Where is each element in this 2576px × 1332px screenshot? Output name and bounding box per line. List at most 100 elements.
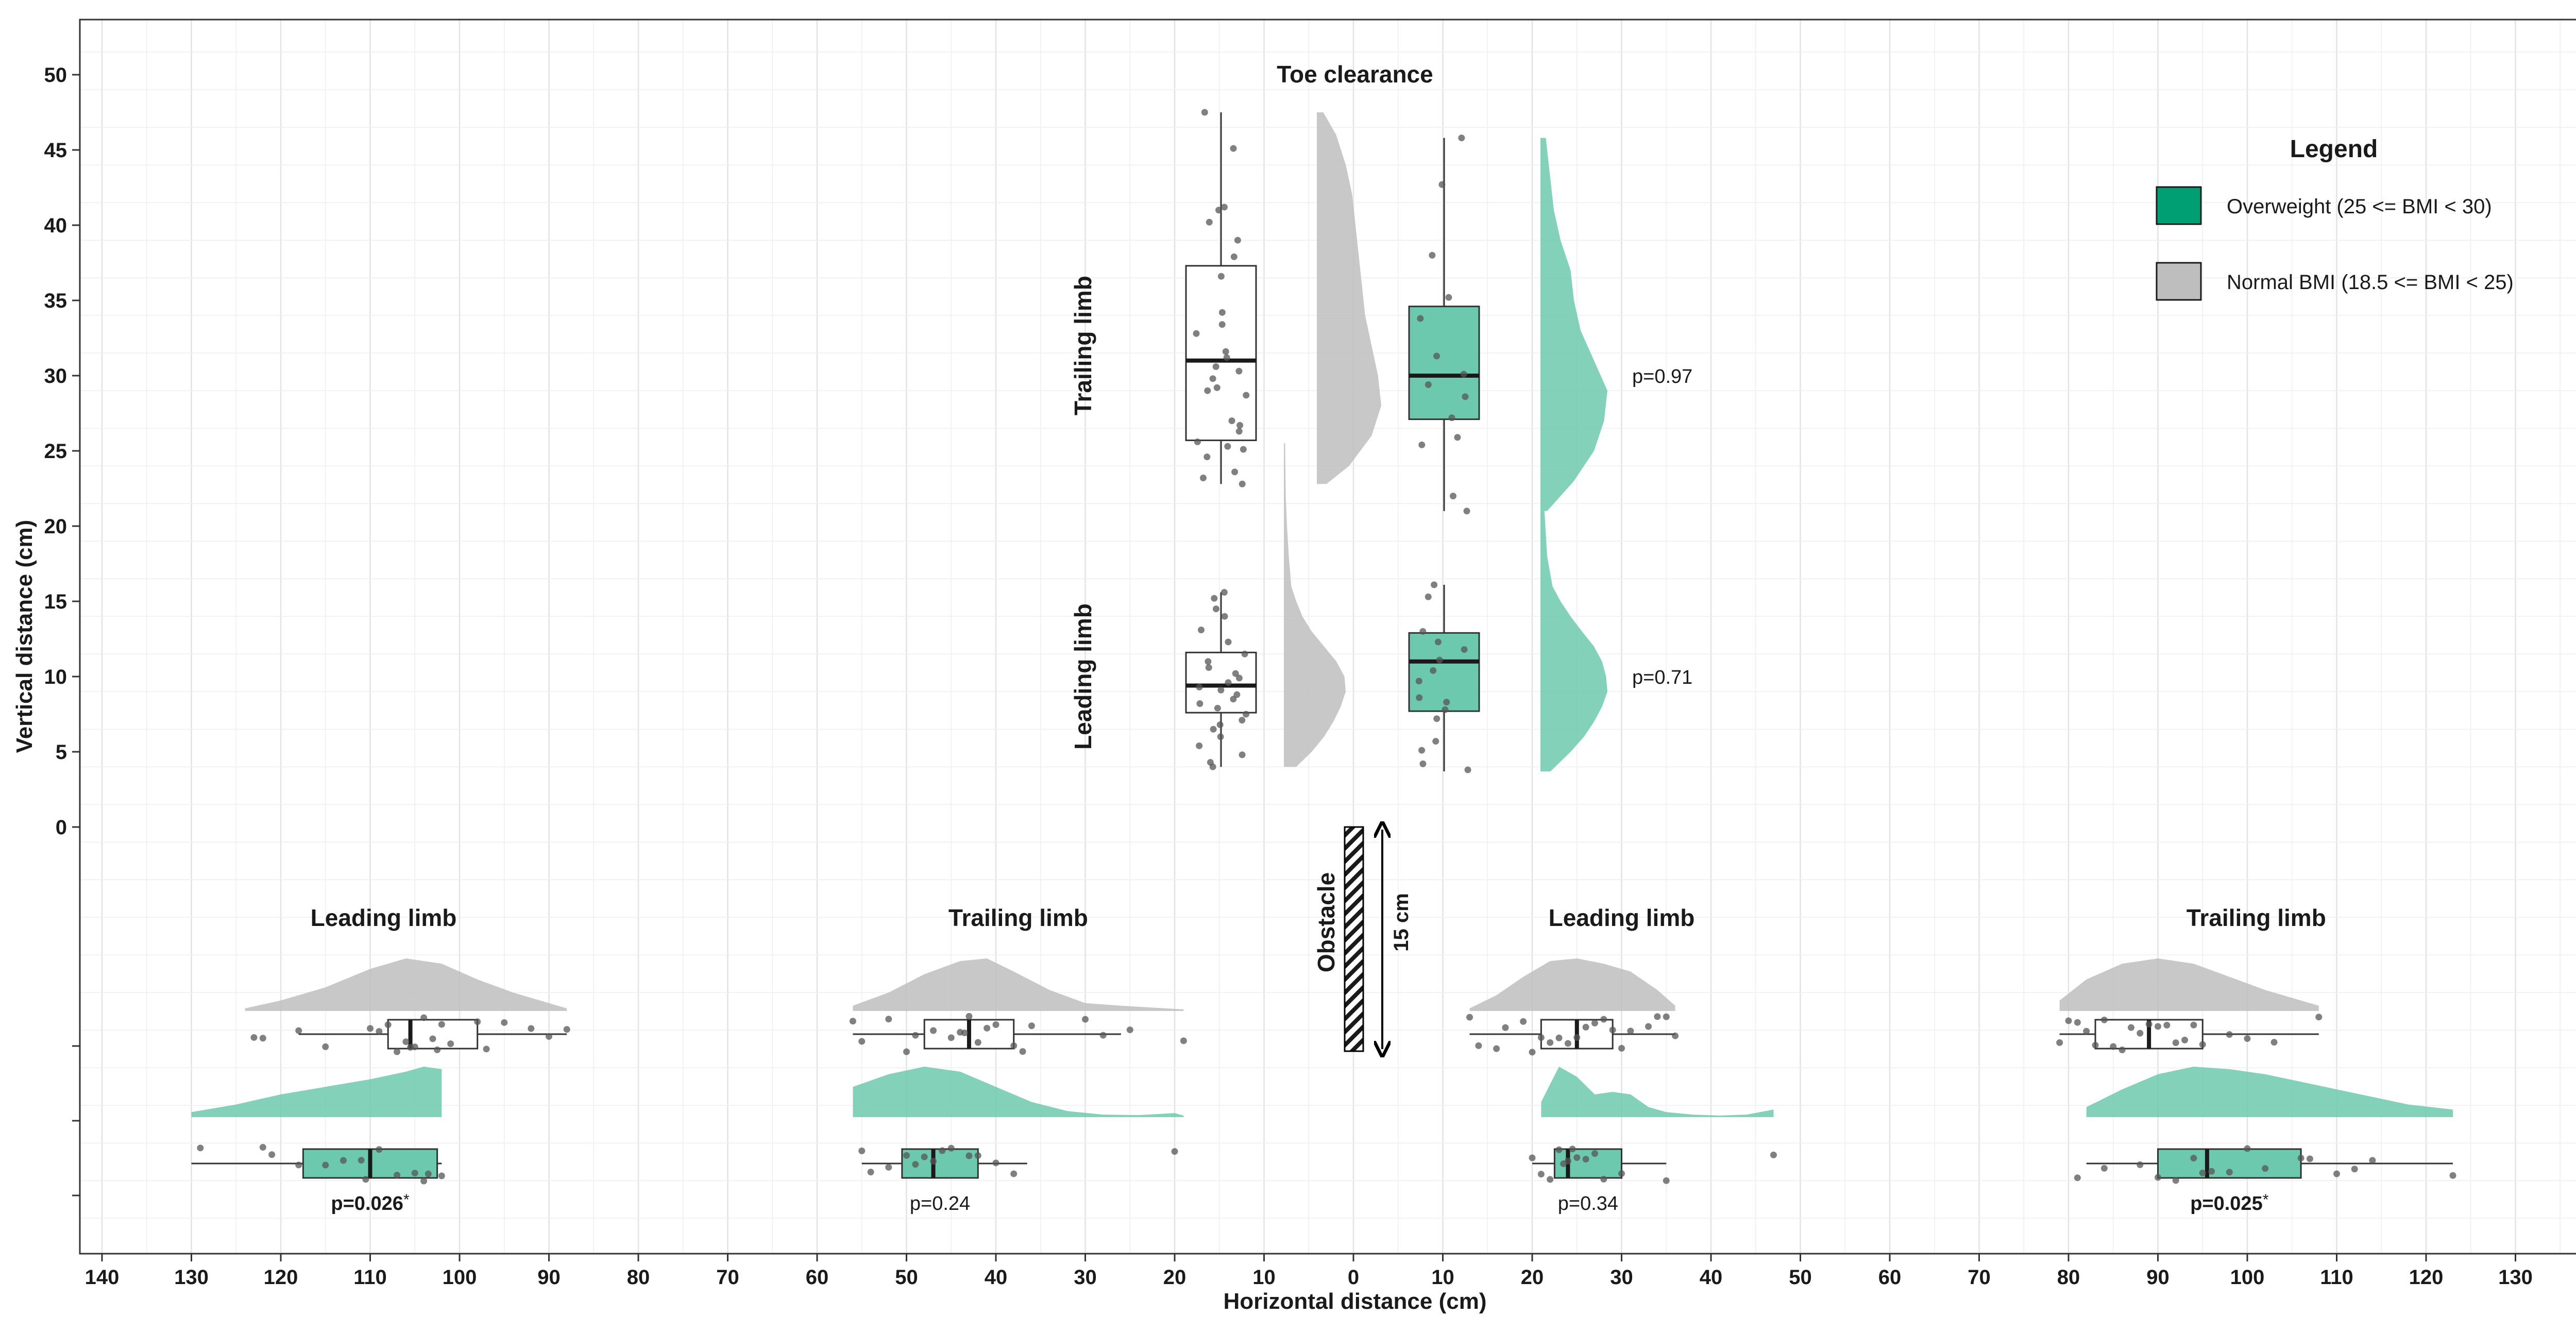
- data-point-overweight: [2155, 1174, 2161, 1181]
- x-tick-label: 100: [443, 1266, 477, 1289]
- data-point-normal: [1196, 683, 1203, 690]
- data-point-normal: [2074, 1019, 2081, 1026]
- density-cloud-normal: [1284, 443, 1346, 767]
- data-point-normal: [1209, 375, 1216, 382]
- density-cloud-normal: [1469, 958, 1675, 1011]
- data-point-normal: [1193, 330, 1200, 337]
- boxplot-normal: [387, 1019, 479, 1050]
- data-point-overweight: [1429, 251, 1436, 259]
- data-point-overweight: [322, 1161, 329, 1169]
- x-tick-label: 140: [85, 1266, 120, 1289]
- data-point-overweight: [1582, 1156, 1589, 1163]
- data-point-normal: [1218, 321, 1226, 328]
- data-point-normal: [1221, 204, 1228, 211]
- data-point-normal: [1180, 1037, 1187, 1044]
- data-point-overweight: [1537, 1171, 1545, 1178]
- x-tick-label: 10: [1252, 1266, 1276, 1289]
- data-point-normal: [912, 1032, 919, 1039]
- data-point-normal: [2065, 1017, 2072, 1024]
- data-point-normal: [885, 1016, 892, 1023]
- data-point-normal: [1230, 253, 1238, 260]
- data-point-normal: [1223, 354, 1230, 361]
- data-point-overweight: [1418, 747, 1426, 754]
- data-point-overweight: [992, 1159, 999, 1167]
- data-point-overweight: [394, 1171, 401, 1178]
- x-tick-label: 90: [537, 1266, 561, 1289]
- data-point-overweight: [1448, 414, 1455, 421]
- data-point-overweight: [1573, 1154, 1581, 1161]
- data-point-overweight: [1417, 315, 1424, 322]
- data-point-overweight: [1419, 628, 1427, 635]
- x-tick-label: 100: [2230, 1266, 2265, 1289]
- data-point-overweight: [1415, 678, 1422, 685]
- density-cloud-normal: [2059, 958, 2319, 1011]
- y-tick-label: 35: [44, 290, 67, 312]
- data-point-normal: [1230, 145, 1237, 152]
- data-point-overweight: [1461, 646, 1468, 653]
- data-point-overweight: [438, 1172, 445, 1179]
- data-point-normal: [1212, 605, 1219, 613]
- x-axis-label: Horizontal distance (cm): [1224, 1289, 1487, 1314]
- data-point-normal: [2315, 1014, 2323, 1021]
- data-point-normal: [1537, 1034, 1545, 1041]
- obstacle-height-label: 15 cm: [1390, 893, 1413, 951]
- data-point-normal: [1241, 650, 1248, 657]
- data-point-normal: [1235, 675, 1243, 682]
- data-point-normal: [1243, 711, 1250, 718]
- data-point-normal: [974, 1039, 981, 1046]
- vertical-panel: Trailing limb p=0.97: [1070, 109, 1692, 515]
- data-point-normal: [1196, 700, 1204, 707]
- data-point-normal: [984, 1024, 991, 1032]
- data-point-normal: [483, 1046, 490, 1053]
- data-point-normal: [1520, 1018, 1527, 1025]
- data-point-normal: [2145, 1021, 2153, 1028]
- data-point-normal: [1228, 417, 1235, 425]
- panel-title: Leading limb: [1549, 904, 1695, 931]
- data-point-normal: [1235, 367, 1243, 375]
- data-point-overweight: [912, 1161, 919, 1168]
- data-point-normal: [250, 1034, 258, 1041]
- data-point-normal: [1222, 348, 1229, 355]
- data-point-normal: [1210, 726, 1217, 733]
- data-point-overweight: [1529, 1154, 1536, 1161]
- y-tick-label: 25: [44, 440, 67, 463]
- data-point-normal: [849, 1018, 856, 1025]
- horizontal-panel: Trailing limb p=0.24: [849, 904, 1187, 1215]
- data-point-overweight: [2190, 1155, 2197, 1162]
- data-point-overweight: [2226, 1169, 2233, 1176]
- data-point-normal: [1197, 626, 1205, 633]
- data-point-normal: [1099, 1032, 1107, 1039]
- data-point-overweight: [1433, 715, 1440, 722]
- data-point-overweight: [1431, 581, 1438, 588]
- data-point-normal: [1609, 1026, 1616, 1034]
- data-point-normal: [367, 1025, 374, 1032]
- data-point-normal: [2155, 1023, 2161, 1030]
- x-tick-label: 120: [264, 1266, 298, 1289]
- legend-swatch-overweight: [2156, 186, 2202, 225]
- x-tick-label: 50: [1789, 1266, 1812, 1289]
- data-point-normal: [2172, 1039, 2179, 1047]
- data-point-normal: [1564, 1040, 1571, 1047]
- data-point-overweight: [1430, 667, 1437, 674]
- data-point-normal: [2119, 1047, 2126, 1054]
- data-point-normal: [2199, 1041, 2206, 1048]
- data-point-overweight: [1591, 1150, 1598, 1157]
- data-point-overweight: [2244, 1145, 2251, 1152]
- data-point-normal: [961, 1029, 968, 1036]
- data-point-overweight: [1547, 1176, 1554, 1183]
- horizontal-panel: Leading limb p=0.026*: [191, 904, 570, 1215]
- density-cloud-overweight: [853, 1067, 1184, 1117]
- data-point-overweight: [1458, 134, 1465, 142]
- y-tick-label: 15: [44, 591, 67, 613]
- data-point-overweight: [947, 1144, 955, 1152]
- data-point-overweight: [1770, 1151, 1777, 1158]
- data-point-overweight: [197, 1144, 204, 1152]
- data-point-overweight: [411, 1170, 418, 1177]
- data-point-overweight: [965, 1152, 973, 1159]
- data-point-overweight: [1433, 352, 1440, 360]
- data-point-overweight: [1425, 593, 1432, 600]
- data-point-normal: [2226, 1031, 2233, 1038]
- data-point-overweight: [2074, 1174, 2081, 1182]
- data-point-normal: [1573, 1034, 1581, 1041]
- data-point-normal: [322, 1043, 329, 1050]
